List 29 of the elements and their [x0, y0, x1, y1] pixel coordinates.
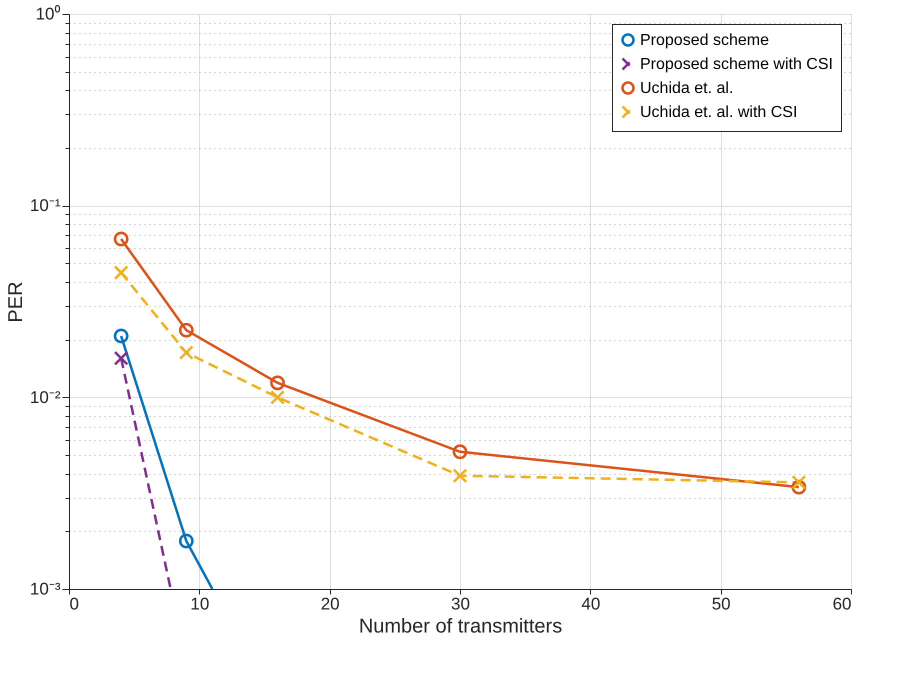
y-tick-label: 10⁻¹: [30, 196, 61, 216]
point: [178, 534, 194, 548]
x-tick-label: 50: [712, 594, 731, 614]
legend-label: Proposed scheme with CSI: [640, 56, 833, 73]
x-tick-label: 0: [70, 594, 79, 614]
point: [114, 350, 129, 366]
x-tick-label: 20: [320, 594, 340, 614]
point: [114, 265, 129, 280]
x-tick-label: 30: [451, 594, 470, 614]
point: [791, 475, 806, 490]
y-tick-label: 10⁻³: [30, 580, 61, 598]
point: [452, 468, 468, 484]
point: [452, 444, 468, 460]
legend-label: Uchida et. al.: [640, 80, 734, 97]
x-tick-label: 10: [190, 594, 210, 614]
y-tick-label: 10⁰: [36, 4, 60, 24]
point: [178, 345, 194, 360]
legend-label: Proposed scheme: [640, 32, 770, 49]
point: [114, 328, 129, 344]
legend-label: Uchida et. al. with CSI: [640, 104, 798, 121]
point: [114, 232, 129, 246]
x-axis-title: Number of transmitters: [358, 616, 562, 638]
y-axis-title: PER: [4, 281, 27, 323]
point: [270, 375, 285, 390]
x-tick-label: 60: [832, 594, 852, 614]
point: [270, 390, 285, 405]
point: [178, 322, 194, 338]
y-tick-label: 10⁻²: [30, 388, 61, 407]
x-tick-label: 40: [581, 594, 600, 614]
